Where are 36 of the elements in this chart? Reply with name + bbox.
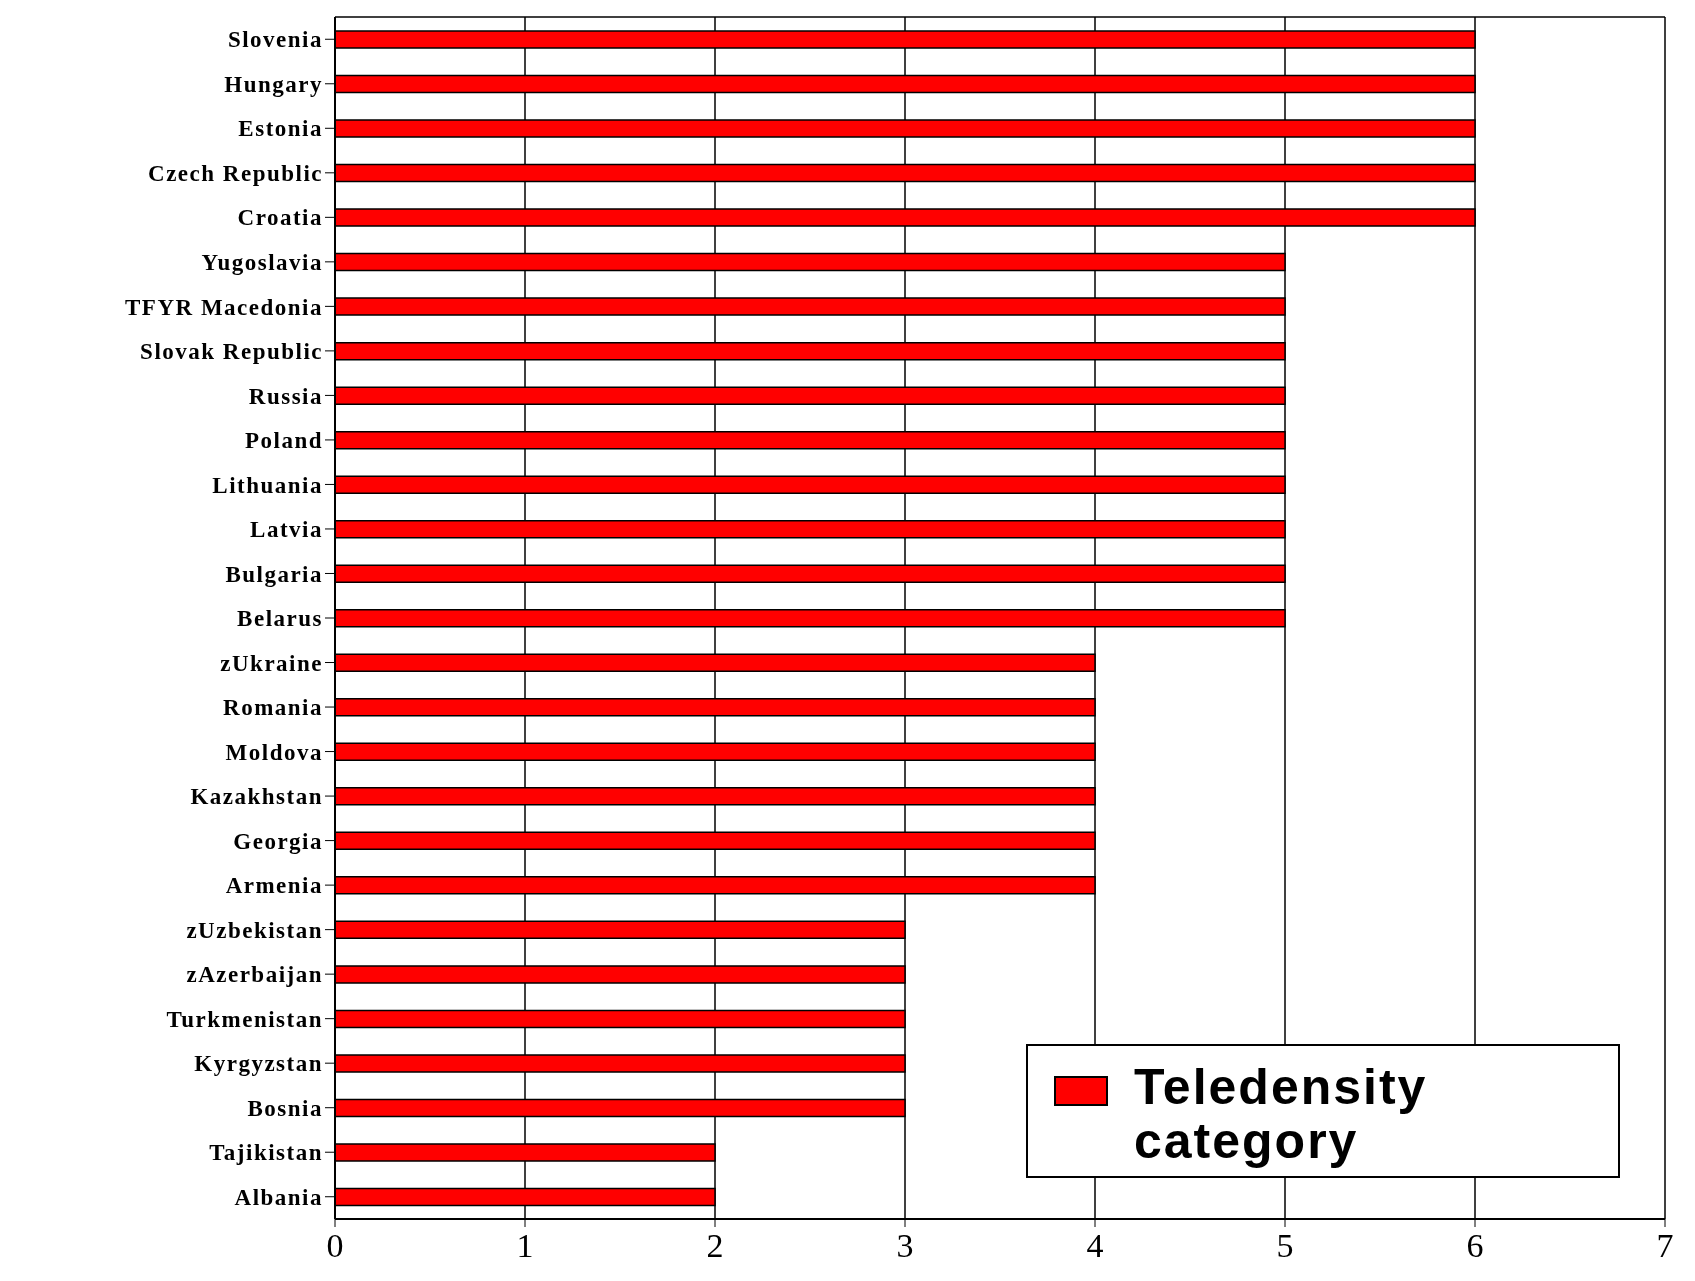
y-tick-label: Croatia (237, 205, 323, 231)
y-tick-label: zAzerbaijan (186, 962, 323, 988)
y-tick-label: zUzbekistan (186, 917, 323, 943)
x-tick-label: 7 (1656, 1227, 1674, 1265)
y-tick-label: Czech Republic (148, 160, 323, 186)
y-tick-label: Lithuania (212, 472, 323, 498)
y-tick-label: Armenia (225, 873, 323, 899)
y-tick-label: Albania (234, 1184, 323, 1210)
y-tick-label: Latvia (250, 517, 323, 543)
y-tick-label: Tajikistan (209, 1140, 323, 1166)
x-tick-label: 4 (1086, 1227, 1104, 1265)
y-tick-label: Slovak Republic (140, 339, 323, 365)
y-tick-label: Yugoslavia (201, 250, 323, 276)
y-tick-label: zUkraine (220, 650, 323, 676)
legend-label: Teledensity category (1134, 1059, 1429, 1169)
x-tick-label: 3 (896, 1227, 914, 1265)
y-tick-label: Hungary (224, 71, 323, 97)
y-tick-label: Kyrgyzstan (194, 1051, 323, 1077)
y-tick-label: Bulgaria (225, 561, 323, 587)
x-tick-label: 5 (1276, 1227, 1294, 1265)
y-tick-label: Kazakhstan (190, 784, 323, 810)
y-tick-label: TFYR Macedonia (125, 294, 323, 320)
y-tick-label: Belarus (237, 606, 323, 632)
y-tick-label: Poland (244, 428, 323, 454)
y-tick-label: Moldova (225, 739, 323, 765)
y-tick-label: Estonia (238, 116, 323, 142)
x-tick-label: 2 (706, 1227, 724, 1265)
y-tick-label: Russia (248, 383, 323, 409)
x-tick-label: 1 (516, 1227, 534, 1265)
x-tick-label: 0 (326, 1227, 344, 1265)
y-tick-label: Slovenia (227, 27, 323, 53)
y-tick-label: Bosnia (247, 1095, 323, 1121)
y-tick-label: Georgia (233, 828, 323, 854)
y-tick-label: Turkmenistan (166, 1006, 323, 1032)
y-tick-label: Romania (223, 695, 323, 721)
x-tick-label: 6 (1466, 1227, 1484, 1265)
